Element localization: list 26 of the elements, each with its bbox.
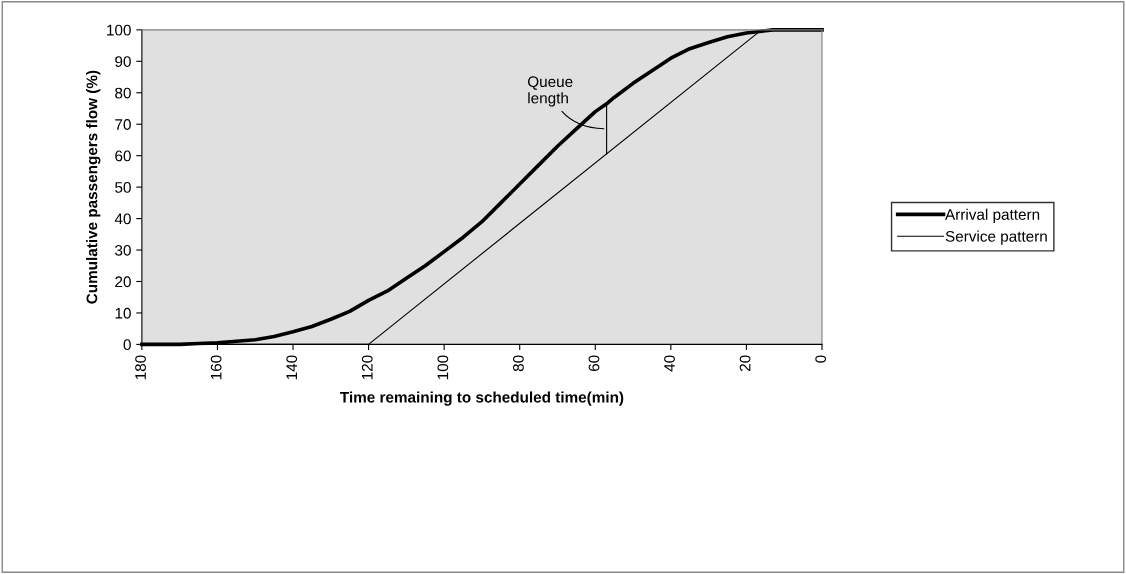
x-tick-label: 40 bbox=[664, 355, 675, 372]
x-tick-label: 140 bbox=[286, 355, 298, 380]
annotation: Queue length bbox=[527, 76, 573, 107]
y-tick-label: 50 bbox=[115, 181, 131, 193]
x-tick-label: 160 bbox=[210, 355, 222, 380]
y-tick-label: 20 bbox=[115, 276, 131, 288]
y-tick-label: 30 bbox=[115, 244, 131, 256]
x-axis-title: Time remaining to scheduled time(min) bbox=[340, 391, 624, 406]
y-tick-label: 60 bbox=[115, 150, 131, 162]
legend-label: Arrival pattern bbox=[945, 208, 1040, 223]
y-tick-label: 40 bbox=[114, 213, 131, 225]
x-tick-label: 60 bbox=[588, 355, 600, 372]
y-tick-label: 0 bbox=[123, 339, 131, 351]
y-tick-label: 90 bbox=[115, 56, 131, 67]
y-tick-label: 70 bbox=[115, 119, 131, 130]
x-tick-label: 0 bbox=[815, 355, 827, 363]
y-tick-label: 80 bbox=[115, 87, 131, 99]
x-tick-label: 180 bbox=[135, 355, 146, 380]
x-tick-label: 100 bbox=[437, 355, 449, 380]
y-axis-title: Cumulative passengers flow (%) bbox=[86, 70, 101, 304]
y-tick-label: 10 bbox=[115, 307, 131, 319]
y-tick-label: 100 bbox=[107, 24, 131, 36]
x-tick-label: 120 bbox=[361, 355, 373, 380]
legend-label: Service pattern bbox=[945, 230, 1047, 245]
x-tick-label: 80 bbox=[512, 355, 524, 372]
x-tick-label: 20 bbox=[739, 355, 751, 372]
